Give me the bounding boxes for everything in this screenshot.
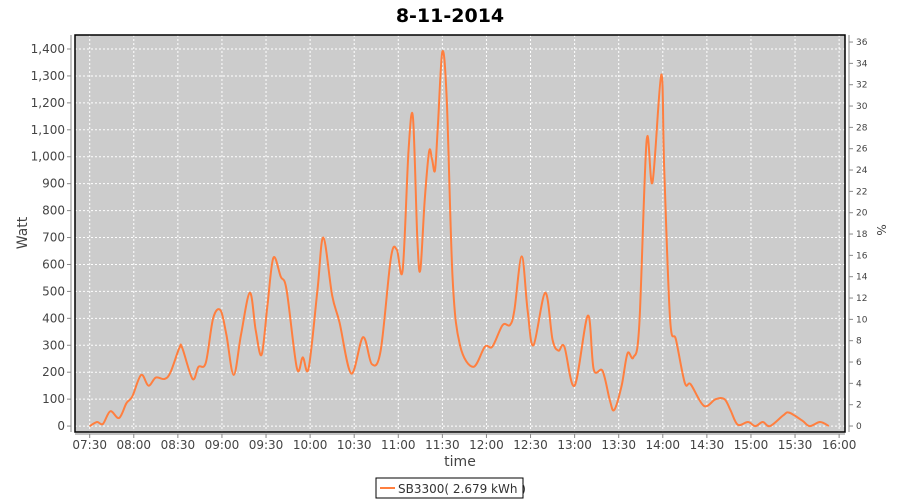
grid [75,35,845,432]
x-tick-label: 11:00 [381,438,416,452]
x-tick-label: 15:30 [778,438,813,452]
x-tick-label: 13:30 [601,438,636,452]
y2-tick-label: 2 [856,401,862,411]
y2-tick-label: 20 [856,209,868,219]
y2-tick-label: 4 [856,379,862,389]
y2-tick-label: 18 [856,230,868,240]
y-tick-label: 1,400 [31,42,65,56]
y2-tick-label: 22 [856,187,867,197]
x-tick-label: 07:30 [72,438,107,452]
x-tick-label: 09:00 [205,438,240,452]
y-tick-label: 0 [57,419,65,433]
x-tick-label: 14:30 [690,438,725,452]
y-tick-label: 600 [42,257,65,271]
x-tick-label: 10:00 [293,438,328,452]
series-line [89,50,830,428]
y2-tick-label: 34 [856,59,868,69]
y-axis-label: Watt [15,216,31,249]
x-tick-label: 08:30 [161,438,196,452]
y-tick-label: 100 [42,392,65,406]
y2-axis-label: % [874,224,888,235]
y2-tick-label: 28 [856,123,868,133]
y-tick-label: 1,200 [31,96,65,110]
x-tick-label: 15:00 [734,438,769,452]
y2-tick-label: 0 [856,422,862,432]
y2-tick-label: 32 [856,81,867,91]
x-tick-label: 10:30 [337,438,372,452]
y-tick-label: 400 [42,311,65,325]
x-tick-label: 09:30 [249,438,284,452]
y-tick-label: 200 [42,365,65,379]
x-tick-label: 08:00 [116,438,151,452]
axes: 07:30 08:00 08:30 09:00 09:30 10:00 10:30 11:00… [31,34,868,452]
y-tick-label: 1,000 [31,150,65,164]
y-tick-label: 500 [42,284,65,298]
legend-box [375,477,524,499]
y2-tick-label: 14 [856,273,868,283]
y2-tick-label: 8 [856,337,862,347]
legend: SB3300( 2.679 kWh ) [375,477,526,499]
y-tick-label: 1,100 [31,123,65,137]
y-tick-label: 300 [42,338,65,352]
x-tick-label: 12:30 [513,438,548,452]
x-axis-label: time [444,454,476,470]
x-tick-label: 13:00 [557,438,592,452]
y-tick-label: 800 [42,204,65,218]
y2-tick-label: 10 [856,315,868,325]
plot-border [74,34,846,433]
chart-title: 8-11-2014 [396,5,504,27]
y2-tick-label: 6 [856,358,862,368]
x-tick-label: 11:30 [425,438,460,452]
y-tick-label: 900 [42,177,65,191]
x-tick-label: 16:00 [822,438,857,452]
legend-label: SB3300( 2.679 kWh ) [398,482,526,496]
y2-tick-label: 36 [856,38,868,48]
y2-tick-label: 26 [856,145,868,155]
x-tick-label: 12:00 [469,438,504,452]
y-tick-label: 700 [42,231,65,245]
y2-tick-label: 30 [856,102,868,112]
y2-tick-label: 12 [856,294,867,304]
y2-tick-label: 24 [856,166,868,176]
y-tick-label: 1,300 [31,69,65,83]
x-tick-label: 14:00 [645,438,680,452]
y2-tick-label: 16 [856,251,868,261]
